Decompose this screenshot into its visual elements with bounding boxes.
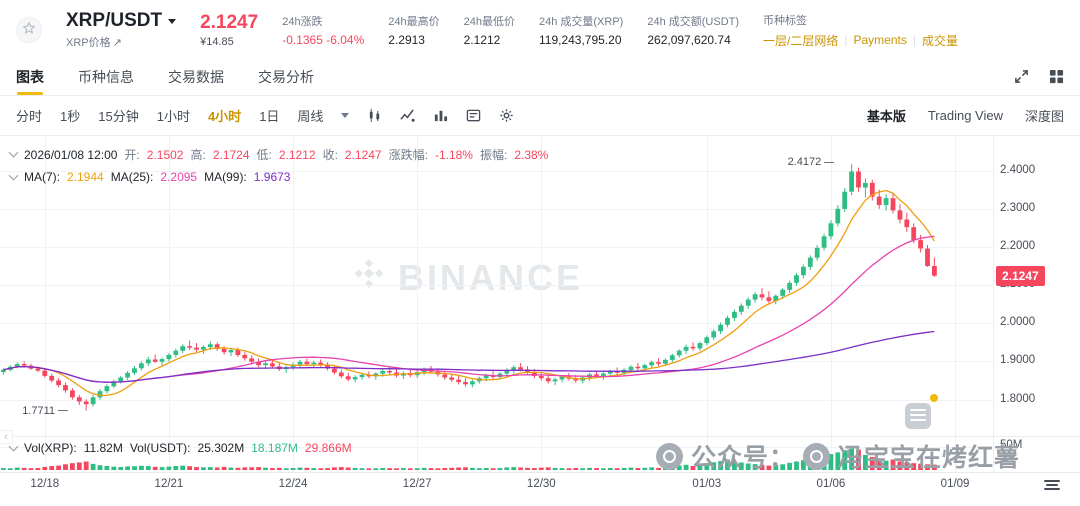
collapse-ma-icon[interactable]: [8, 170, 19, 180]
price-tick-label: 1.9000: [1000, 354, 1036, 367]
vol-usdt-value: 25.302M: [197, 441, 245, 455]
amplitude-value: 2.38%: [514, 147, 549, 162]
price-page-link[interactable]: XRP价格 ↗: [66, 34, 176, 50]
candlestick-plot[interactable]: [0, 136, 1080, 506]
interval-time[interactable]: 分时: [16, 109, 43, 124]
favorite-button[interactable]: [16, 17, 42, 43]
price-axis[interactable]: 2.40002.30002.20002.10002.00001.90001.80…: [994, 136, 1080, 472]
binance-watermark: BINANCE: [352, 256, 583, 299]
price-tick-label: 2.4000: [1000, 163, 1036, 176]
tag-link-network[interactable]: 一层/二层网络: [763, 33, 839, 48]
collapse-ohlc-icon[interactable]: [8, 147, 19, 158]
candle-time: 2026/01/08 12:00: [24, 147, 118, 162]
support-chat-button[interactable]: [905, 403, 931, 429]
market-header: XRP/USDT XRP价格 ↗ 2.1247 ¥14.85 24h涨跌 -0.…: [0, 0, 1080, 58]
price-tick-label: 2.0000: [1000, 316, 1036, 329]
stat-24h-high: 24h最高价 2.2913: [388, 16, 440, 47]
indicator-icon[interactable]: [400, 108, 416, 123]
vol-buy-value: 18.187M: [251, 441, 298, 455]
chart-toolbar: 分时 1秒 15分钟 1小时 4小时 1日 周线 基本版 Trading Vie…: [0, 96, 1080, 136]
collapse-volume-icon[interactable]: [8, 441, 19, 451]
stat-24h-volume-quote: 24h 成交额(USDT) 262,097,620.74: [647, 16, 740, 47]
price-link-label: XRP价格: [66, 37, 111, 49]
mode-tradingview[interactable]: Trading View: [927, 108, 1003, 123]
star-icon: [22, 20, 36, 40]
ma25-value: 2.2095: [160, 170, 198, 184]
interval-1h[interactable]: 1小时: [156, 109, 190, 124]
ma99-value: 1.9673: [253, 170, 291, 184]
low-value: 2.1212: [278, 147, 316, 162]
volume-axis-label: 50M: [1000, 439, 1023, 451]
chart-type-icon[interactable]: [367, 108, 382, 123]
interval-1d[interactable]: 1日: [259, 109, 280, 124]
chart-settings-gear-icon[interactable]: [499, 108, 514, 123]
tab-chart[interactable]: 图表: [16, 58, 44, 95]
high-value: 2.1724: [212, 147, 250, 162]
stat-24h-volume-base: 24h 成交量(XRP) 119,243,795.20: [538, 16, 624, 47]
ohlc-info: 2026/01/08 12:00 开: 2.1502 高: 2.1724 低: 2.1…: [8, 146, 549, 163]
price-tick-label: 2.3000: [1000, 201, 1036, 214]
pane-collapse-button[interactable]: ‹: [0, 430, 13, 444]
layout-icon[interactable]: [466, 108, 481, 123]
tag-link-volume[interactable]: 成交量: [921, 33, 958, 48]
tab-trading-data[interactable]: 交易数据: [168, 68, 224, 85]
chart-area[interactable]: BINANCE 2.40002.30002.20002.10002.00001.…: [0, 136, 1080, 506]
high-annotation: 2.4172: [788, 156, 835, 168]
vol-xrp-value: 11.82M: [83, 441, 123, 455]
overlay-watermark: 公众号： 冯宝宝在烤红薯: [656, 438, 1020, 474]
volume-info: Vol(XRP): 11.82M Vol(USDT): 25.302M 18.187…: [8, 441, 352, 455]
token-tags: 币种标签 一层/二层网络 | Payments | 成交量: [763, 14, 958, 48]
open-value: 2.1502: [146, 147, 184, 162]
compare-icon[interactable]: [433, 108, 448, 123]
ma-info: MA(7): 2.1944 MA(25): 2.2095 MA(99): 1.9673: [8, 170, 291, 184]
symbol-title: XRP/USDT: [66, 10, 163, 31]
camera-icon: [803, 442, 831, 470]
scale-settings-icon[interactable]: [1044, 480, 1060, 490]
tab-trading-analysis[interactable]: 交易分析: [258, 68, 314, 85]
interval-4h[interactable]: 4小时: [207, 109, 242, 124]
interval-1s[interactable]: 1秒: [60, 109, 81, 124]
tag-link-payments[interactable]: Payments: [853, 33, 907, 47]
last-price: 2.1247: [200, 12, 259, 33]
mode-depth[interactable]: 深度图: [1024, 109, 1064, 124]
fiat-price: ¥14.85: [200, 36, 234, 48]
interval-15m[interactable]: 15分钟: [98, 109, 139, 124]
close-value: 2.1247: [344, 147, 382, 162]
vol-sell-value: 29.866M: [304, 441, 352, 455]
change-value: -1.18%: [434, 147, 473, 162]
mode-basic[interactable]: 基本版: [866, 109, 906, 124]
notification-dot: [930, 394, 938, 402]
grid-layout-icon[interactable]: [1049, 69, 1064, 84]
price-tick-label: 2.2000: [1000, 239, 1036, 252]
tab-token-info[interactable]: 币种信息: [78, 68, 134, 85]
last-price-tag: 2.1247: [996, 265, 1045, 286]
chevron-down-icon: [168, 18, 177, 24]
stat-24h-change: 24h涨跌 -0.1365 -6.04%: [282, 16, 365, 47]
interval-1w[interactable]: 周线: [297, 109, 324, 124]
binance-logo-icon: [352, 256, 386, 299]
stat-24h-low: 24h最低价 2.1212: [463, 16, 515, 47]
low-annotation: 1.7711: [22, 405, 69, 417]
more-intervals-chevron[interactable]: [341, 113, 350, 118]
camera-icon: [656, 442, 683, 470]
expand-icon[interactable]: [1014, 69, 1029, 84]
price-tick-label: 1.8000: [1000, 392, 1036, 405]
ma7-value: 2.1944: [67, 170, 104, 184]
symbol-selector[interactable]: XRP/USDT: [66, 10, 177, 32]
section-tabs: 图表 币种信息 交易数据 交易分析: [0, 58, 1080, 96]
external-link-icon: ↗: [112, 36, 122, 49]
